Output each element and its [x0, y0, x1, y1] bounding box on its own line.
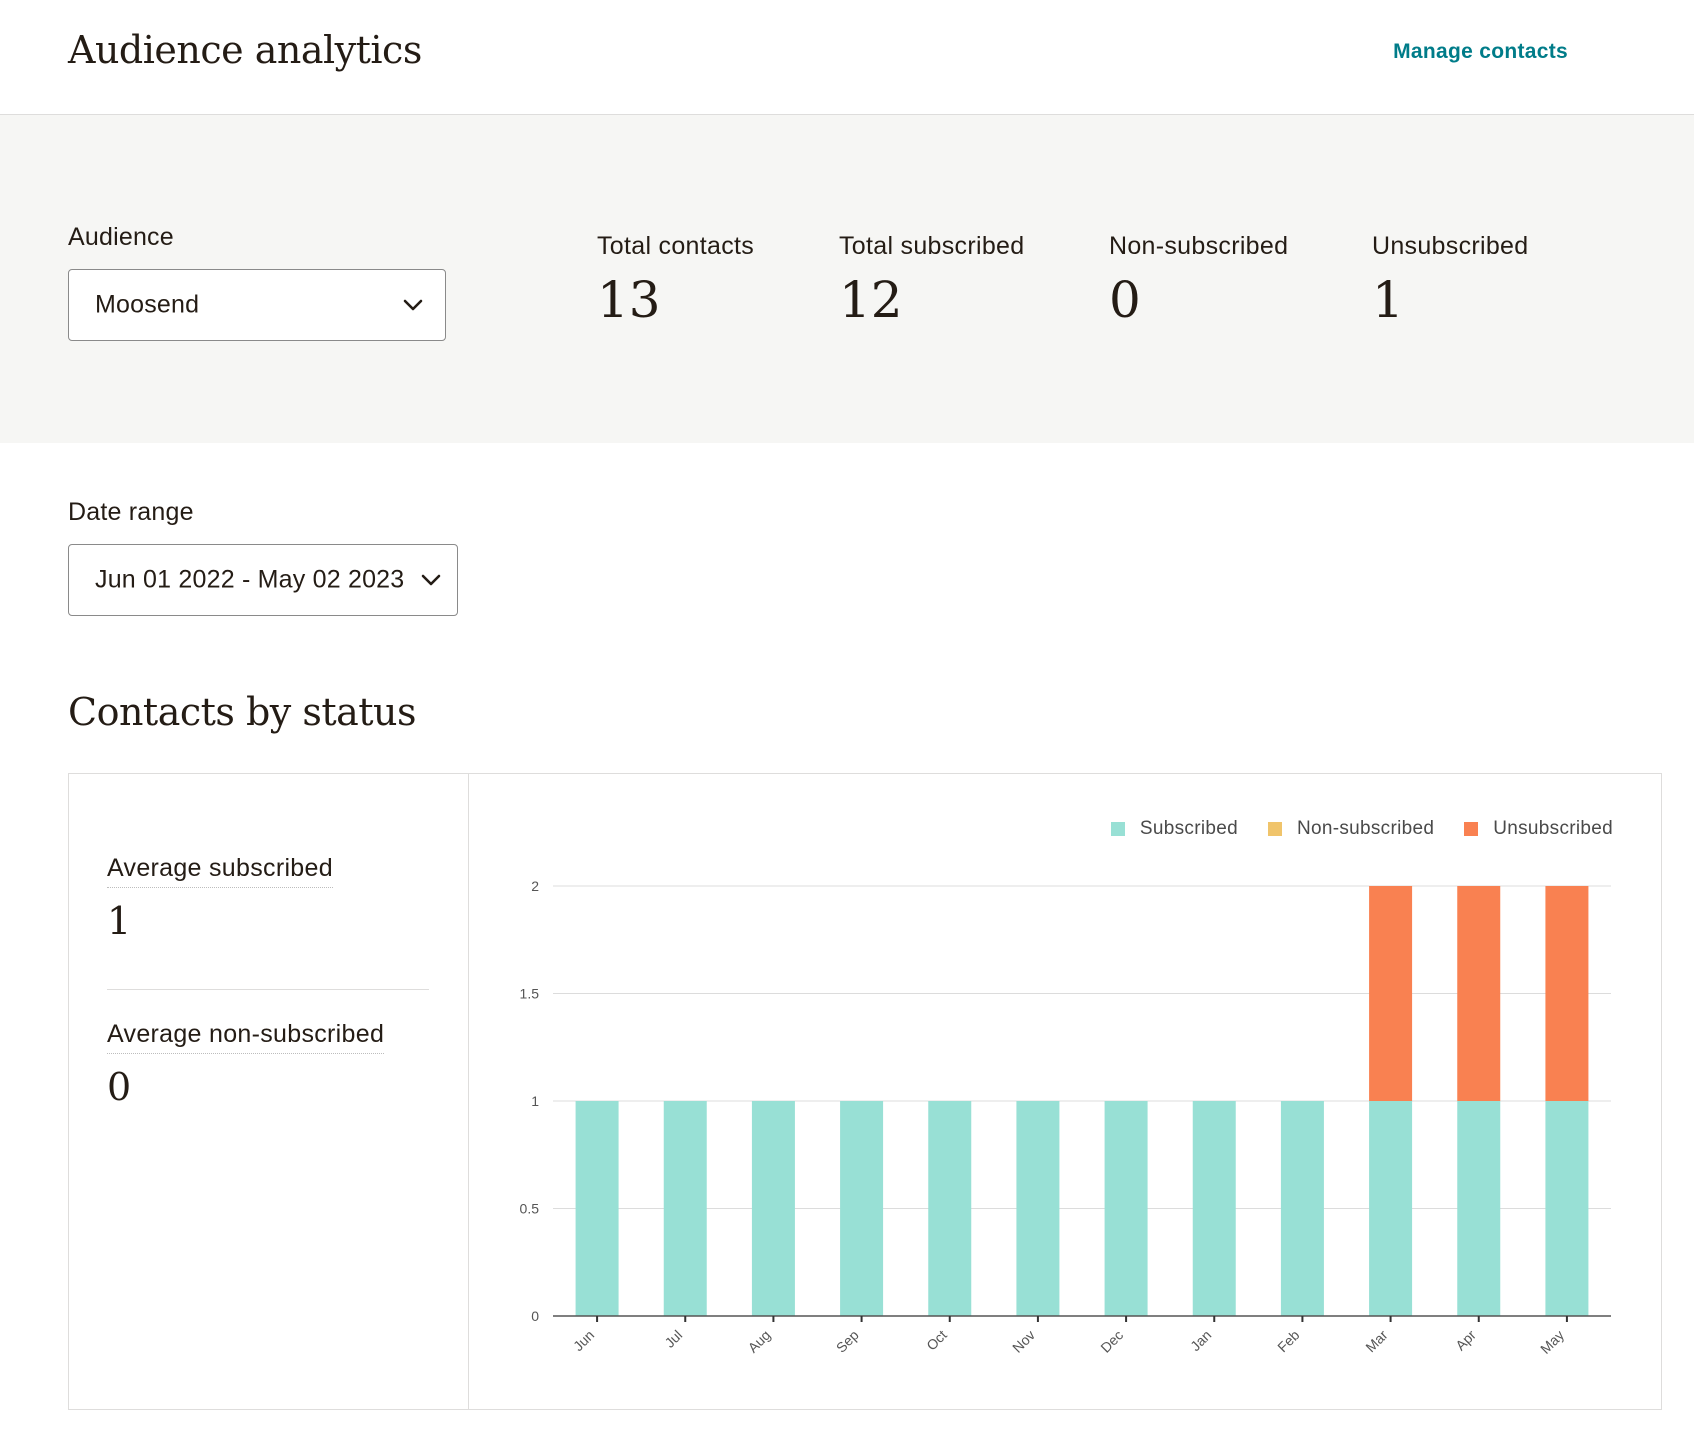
bar-subscribed [751, 1101, 795, 1316]
average-non-subscribed-value: 0 [107, 1065, 132, 1109]
averages-panel: Average subscribed 1 Average non-subscri… [69, 774, 469, 1409]
audience-stats-panel: Audience Moosend [0, 115, 1694, 443]
manage-contacts-link[interactable]: Manage contacts [1393, 40, 1568, 63]
stat-total-contacts: Total contacts 13 [597, 232, 754, 325]
x-tick-label: Feb [1274, 1327, 1303, 1356]
legend-swatch-unsubscribed [1464, 822, 1479, 836]
bar-subscribed [1545, 1101, 1589, 1316]
bar-subscribed [575, 1101, 619, 1316]
y-tick-label: 0 [531, 1308, 539, 1324]
stat-value: 1 [1372, 271, 1404, 329]
legend-item-unsubscribed[interactable]: Unsubscribed [1464, 818, 1613, 840]
legend-label: Subscribed [1139, 818, 1238, 839]
stat-label: Total subscribed [839, 232, 1025, 260]
x-tick-label: Dec [1097, 1327, 1126, 1356]
chevron-down-icon [421, 574, 441, 586]
stat-value: 0 [1109, 271, 1141, 329]
date-range-value: Jun 01 2022 - May 02 2023 [95, 565, 405, 594]
bar-subscribed [1457, 1101, 1501, 1316]
divider [107, 989, 429, 990]
x-tick-label: Apr [1452, 1327, 1479, 1354]
stat-label: Unsubscribed [1372, 232, 1529, 260]
x-tick-label: May [1537, 1327, 1567, 1357]
y-tick-label: 2 [531, 878, 539, 894]
y-tick-label: 0.5 [520, 1201, 540, 1217]
legend-swatch-non-subscribed [1267, 822, 1282, 836]
bar-subscribed [663, 1101, 707, 1316]
bar-subscribed [1104, 1101, 1148, 1316]
average-non-subscribed-label: Average non-subscribed [107, 1020, 385, 1054]
contacts-by-status-card: Average subscribed 1 Average non-subscri… [68, 773, 1662, 1410]
stat-label: Non-subscribed [1109, 232, 1289, 260]
average-subscribed-value: 1 [107, 899, 132, 943]
x-tick-label: Jul [661, 1327, 685, 1351]
chevron-down-icon [403, 299, 423, 311]
y-tick-label: 1 [531, 1093, 539, 1109]
average-subscribed-label: Average subscribed [107, 854, 333, 888]
x-tick-label: Jan [1187, 1327, 1214, 1354]
legend-label: Unsubscribed [1493, 818, 1613, 839]
stat-value: 13 [597, 271, 661, 329]
audience-selected-value: Moosend [95, 290, 200, 319]
stat-label: Total contacts [597, 232, 755, 260]
x-tick-label: Sep [833, 1327, 862, 1356]
bar-subscribed [928, 1101, 972, 1316]
bar-unsubscribed [1457, 886, 1501, 1101]
stat-non-subscribed: Non-subscribed 0 [1109, 232, 1288, 325]
bar-subscribed [1192, 1101, 1236, 1316]
x-tick-label: Jun [570, 1327, 597, 1354]
stat-value: 12 [839, 271, 903, 329]
date-range-select[interactable]: Jun 01 2022 - May 02 2023 [68, 544, 458, 616]
x-tick-label: Aug [745, 1327, 774, 1356]
legend-swatch-subscribed [1110, 822, 1125, 836]
legend-item-subscribed[interactable]: Subscribed [1110, 818, 1238, 840]
stat-unsubscribed: Unsubscribed 1 [1372, 232, 1528, 325]
legend-label: Non-subscribed [1296, 818, 1435, 839]
page-title: Audience analytics [68, 28, 422, 72]
bar-unsubscribed [1369, 886, 1413, 1101]
bar-subscribed [840, 1101, 884, 1316]
date-range-label: Date range [68, 498, 194, 526]
y-tick-label: 1.5 [520, 986, 540, 1002]
contacts-bar-chart: 0 0.5 1 1.5 2 Jun Jul Aug Sep Oct Nov Dec Jan Feb Mar A… [520, 878, 1611, 1357]
stat-total-subscribed: Total subscribed 12 [839, 232, 1024, 325]
section-title: Contacts by status [68, 690, 417, 734]
legend-item-non-subscribed[interactable]: Non-subscribed [1267, 818, 1435, 840]
x-tick-label: Mar [1362, 1327, 1391, 1356]
bar-subscribed [1280, 1101, 1324, 1316]
chart-legend: Subscribed Non-subscribed Unsubscribed [1110, 818, 1613, 840]
bar-unsubscribed [1545, 886, 1589, 1101]
bar-subscribed [1369, 1101, 1413, 1316]
page-header: Audience analytics Manage contacts [0, 0, 1694, 115]
bar-subscribed [1016, 1101, 1060, 1316]
audience-select[interactable]: Moosend [68, 269, 446, 341]
x-tick-label: Nov [1009, 1327, 1038, 1356]
x-tick-label: Oct [923, 1327, 950, 1354]
audience-label: Audience [68, 223, 174, 251]
